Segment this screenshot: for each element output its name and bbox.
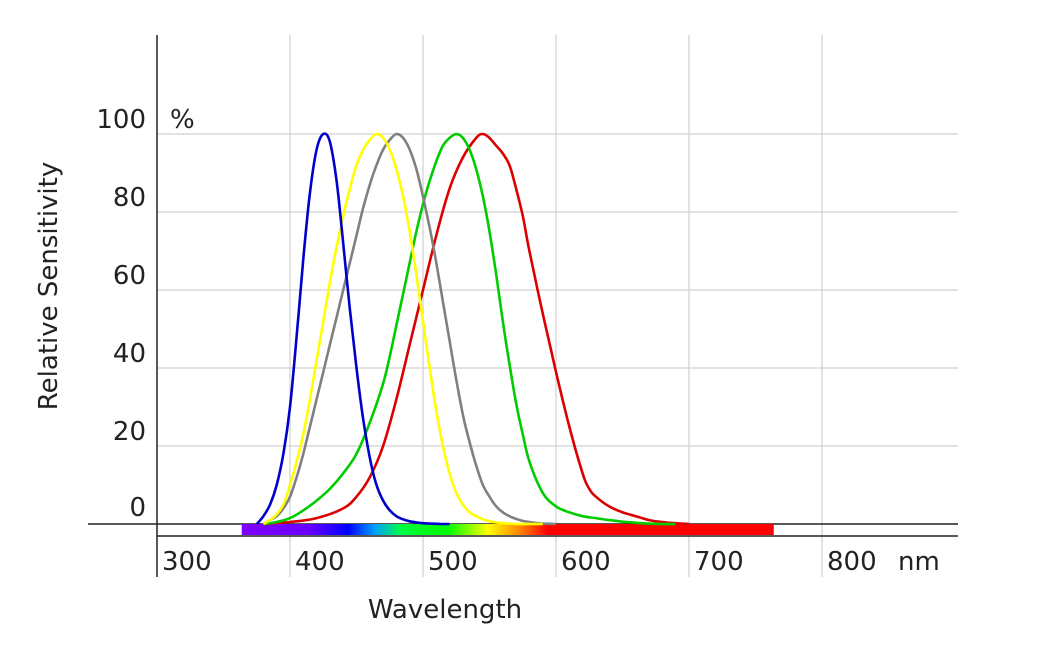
grid [157, 35, 958, 577]
x-tick-label: 400 [295, 547, 345, 577]
y-tick-label: 80 [113, 183, 146, 213]
y-tick-label: 60 [113, 261, 146, 291]
sensitivity-curve [263, 132, 690, 526]
axes [88, 35, 958, 577]
y-unit-label: % [170, 105, 195, 135]
y-tick-label: 40 [113, 339, 146, 369]
y-tick-label: 20 [113, 417, 146, 447]
y-tick-label: 0 [129, 493, 146, 523]
visible-spectrum-bar [241, 524, 774, 535]
sensitivity-curves [255, 132, 690, 526]
tick-labels: 300 400 500 600 700 800 0 20 40 60 80 100 [96, 105, 876, 577]
x-axis-title: Wavelength [368, 595, 522, 625]
x-unit-label: nm [898, 547, 940, 577]
x-tick-label: 700 [694, 547, 744, 577]
sensitivity-curve [263, 132, 676, 526]
y-axis-title: Relative Sensitivity [34, 162, 64, 410]
x-tick-label: 600 [561, 547, 611, 577]
sensitivity-curve [262, 132, 543, 526]
x-tick-label: 500 [428, 547, 478, 577]
sensitivity-curve [262, 132, 557, 526]
x-tick-label: 300 [162, 547, 212, 577]
x-tick-label: 800 [827, 547, 877, 577]
sensitivity-curve [255, 132, 450, 526]
y-tick-label: 100 [96, 105, 146, 135]
